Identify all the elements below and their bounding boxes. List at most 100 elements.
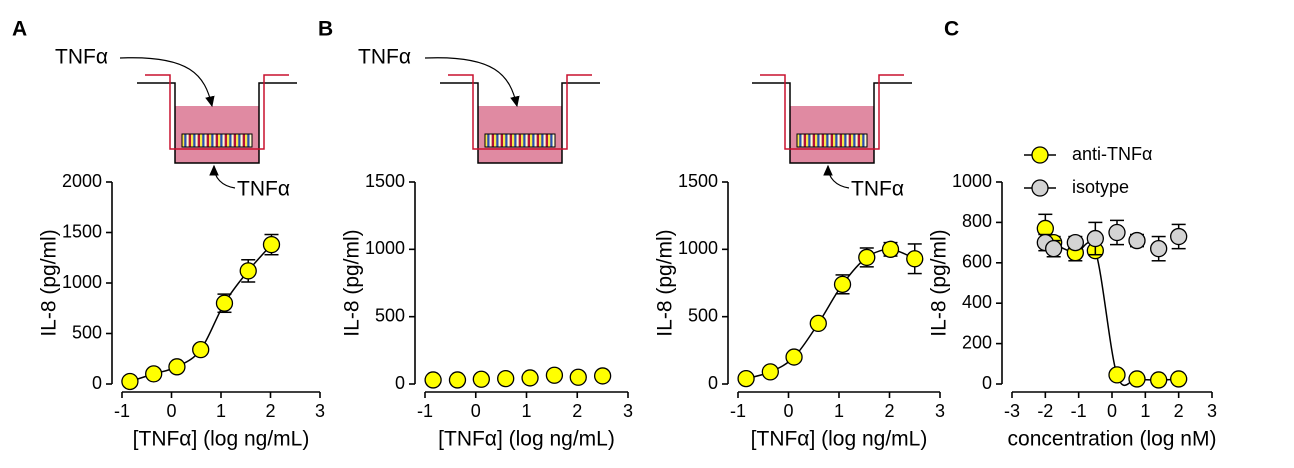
data-point [1128,370,1146,388]
y-tick-label: 400 [962,292,992,312]
data-point [1170,227,1188,246]
data-point [168,358,186,376]
x-tick-label: 3 [1207,401,1217,421]
data-point [497,369,515,388]
y-tick-label: 1000 [678,238,718,258]
panel-label: A [12,18,27,41]
y-tick-label: 2000 [62,171,102,191]
x-axis-label: [TNFα] (log ng/mL) [133,428,310,451]
x-tick-label: 0 [166,401,176,421]
data-point [593,367,612,385]
data-point [521,369,539,387]
x-tick-label: 0 [1107,401,1117,421]
diagram-label: TNFα [851,178,904,201]
data-point [1108,366,1126,384]
x-tick-label: -2 [1037,401,1053,421]
y-tick-label: 1500 [678,171,718,191]
x-axis-label: [TNFα] (log ng/mL) [751,428,928,451]
data-point [121,372,139,391]
y-tick-label: 200 [962,332,992,352]
data-point [424,371,442,389]
data-point [785,348,803,366]
legend-marker [1031,146,1049,164]
y-tick-label: 1000 [952,171,992,191]
data-point [833,275,852,293]
data-point [192,341,210,359]
legend-label: anti-TNFα [1072,144,1152,164]
x-tick-label: 3 [315,401,325,421]
y-tick-label: 1000 [365,238,405,258]
data-point [1066,233,1084,252]
x-axis-label: concentration (log nM) [1008,428,1217,451]
x-axis-label: [TNFα] (log ng/mL) [438,428,615,451]
x-tick-label: 2 [265,401,275,421]
panel-label: C [944,18,959,41]
arrow [823,164,850,189]
x-tick-label: 0 [471,401,481,421]
data-point [448,371,467,389]
x-tick-label: 1 [216,401,226,421]
well-diagram [439,74,601,164]
x-tick-label: 2 [1174,401,1184,421]
y-axis-label: IL-8 (pg/ml) [341,229,364,336]
x-tick-label: 1 [521,401,531,421]
data-point [1128,231,1146,250]
y-tick-label: 1500 [62,221,102,241]
arrow [119,57,215,108]
x-tick-label: -3 [1004,401,1020,421]
data-point [1170,370,1188,388]
data-point [1045,240,1063,258]
data-point [858,248,876,267]
y-tick-label: 500 [72,322,102,342]
data-point [239,262,257,280]
arrow [424,57,520,108]
y-tick-label: 800 [962,211,992,231]
x-tick-label: 3 [623,401,633,421]
fit-curve [745,248,916,380]
y-axis-label: IL-8 (pg/ml) [654,229,677,336]
diagram-label: TNFα [55,46,108,69]
data-point [906,250,924,268]
data-point [1108,223,1126,242]
data-point [145,365,163,383]
diagram-label: TNFα [237,178,290,201]
y-tick-label: 0 [92,373,102,393]
data-point [545,366,564,384]
arrow [209,164,236,189]
data-point [262,235,281,254]
well-diagram [751,74,913,164]
x-tick-label: 0 [783,401,793,421]
y-tick-label: 1500 [365,171,405,191]
y-axis-label: IL-8 (pg/ml) [38,229,61,336]
y-tick-label: 0 [708,373,718,393]
panel-label: B [318,18,333,41]
x-tick-label: 2 [572,401,582,421]
x-tick-label: -1 [417,401,433,421]
data-point [472,370,490,388]
legend-label: isotype [1072,177,1129,197]
x-tick-label: 1 [1140,401,1150,421]
data-point [881,240,900,258]
y-tick-label: 0 [395,373,405,393]
y-tick-label: 1000 [62,272,102,292]
data-point [1086,229,1104,248]
x-tick-label: -1 [1071,401,1087,421]
x-tick-label: 1 [834,401,844,421]
x-tick-label: 3 [935,401,945,421]
y-tick-label: 500 [375,305,405,325]
well-diagram [136,74,298,164]
data-point [761,363,779,381]
x-tick-label: 2 [884,401,894,421]
y-tick-label: 500 [688,305,718,325]
data-point [215,294,234,312]
data-point [809,314,827,333]
y-tick-label: 600 [962,252,992,272]
data-point [1150,371,1168,389]
y-axis-label: IL-8 (pg/ml) [928,229,951,336]
x-tick-label: -1 [730,401,746,421]
data-point [737,369,755,388]
legend-marker [1031,179,1049,197]
x-tick-label: -1 [114,401,130,421]
y-tick-label: 0 [982,373,992,393]
